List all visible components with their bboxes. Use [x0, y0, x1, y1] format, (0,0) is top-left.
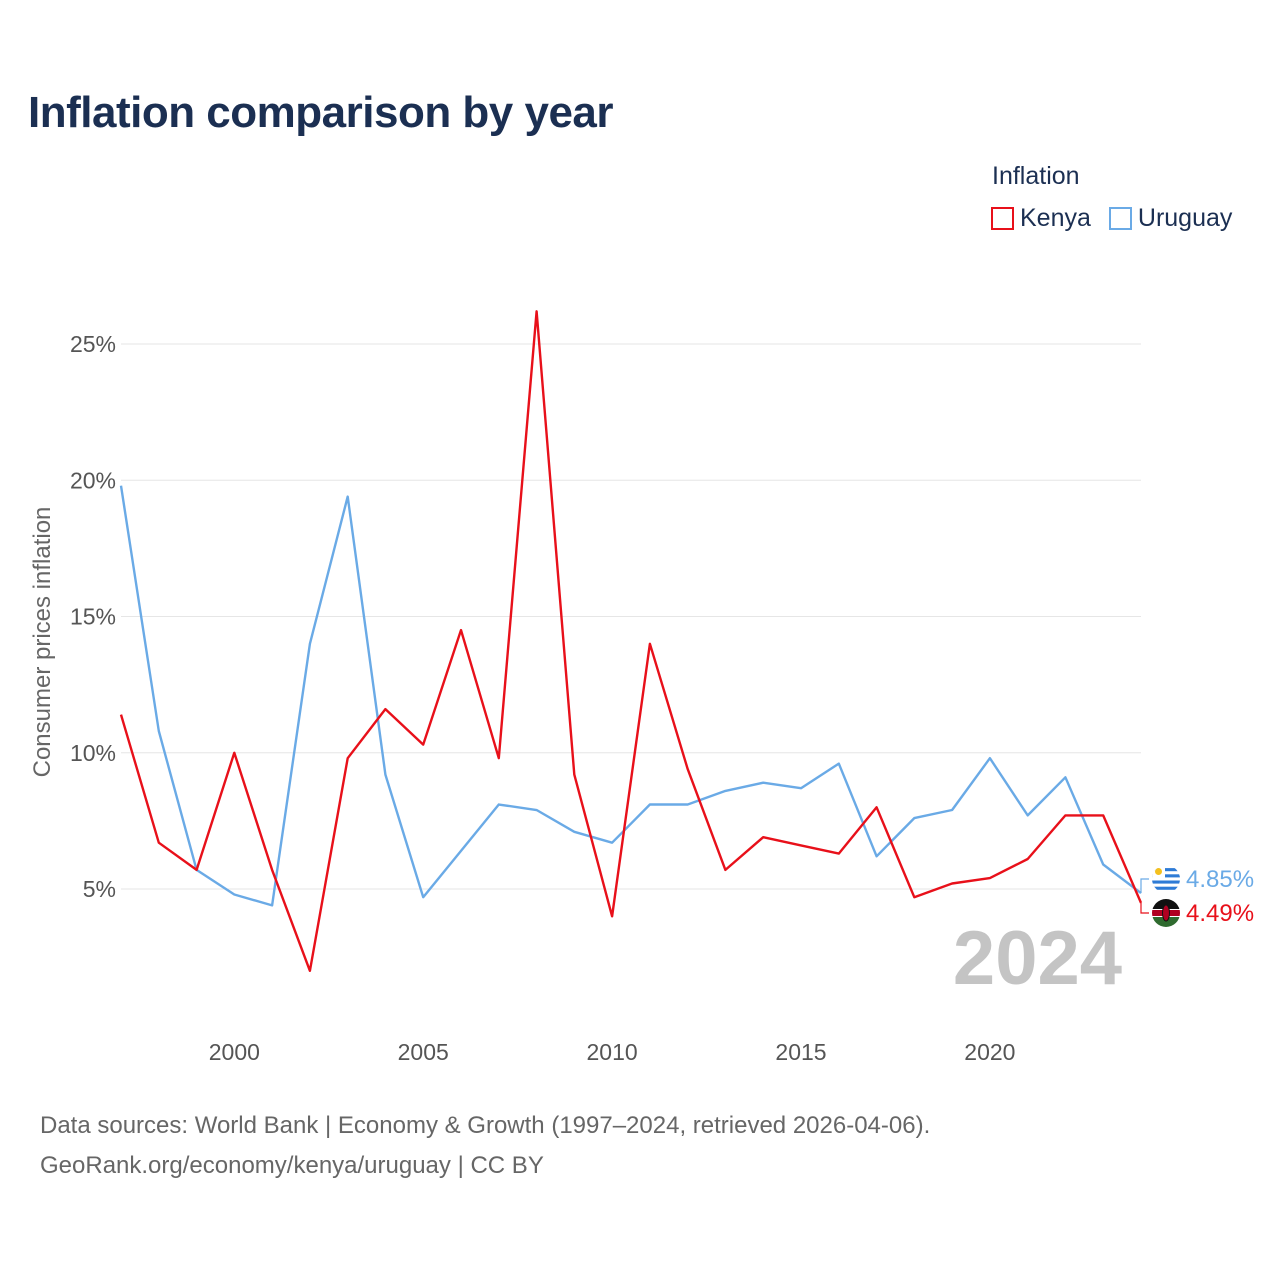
line-chart: 5% 10% 15% 20% 25% 2000 2005 2010 2015 2020 Cons…: [29, 310, 1254, 1065]
legend-swatch-kenya: [991, 207, 1014, 230]
y-tick-label: 5%: [83, 876, 116, 902]
x-tick-label: 2000: [209, 1039, 260, 1065]
end-label-uruguay: 4.85%: [1186, 866, 1254, 893]
source-link[interactable]: GeoRank.org/economy/kenya/uruguay | CC B…: [40, 1152, 544, 1179]
connector-uruguay: [1140, 878, 1149, 894]
end-labels: 4.85% 4.49%: [1140, 865, 1254, 927]
end-label-kenya: 4.49%: [1186, 900, 1254, 927]
legend: Kenya Uruguay: [991, 204, 1250, 233]
series-lines: [119, 310, 1143, 972]
x-tick-label: 2015: [775, 1039, 826, 1065]
legend-swatch-uruguay: [1108, 207, 1132, 230]
uruguay-flag-icon: [1152, 865, 1180, 893]
current-year-watermark: 2024: [953, 916, 1122, 1001]
chart-title: Inflation comparison by year: [28, 88, 614, 137]
x-tick-label: 2005: [398, 1039, 449, 1065]
data-sources-text: Data sources: World Bank | Economy & Gro…: [40, 1112, 931, 1139]
series-line-uruguay: [119, 485, 1142, 907]
legend-item-kenya[interactable]: Kenya: [991, 204, 1091, 233]
footer: Data sources: World Bank | Economy & Gro…: [40, 1106, 930, 1186]
x-tick-label: 2020: [964, 1039, 1015, 1065]
series-line-kenya: [119, 310, 1143, 972]
legend-label-uruguay: Uruguay: [1137, 204, 1233, 232]
legend-item-uruguay[interactable]: Uruguay: [1108, 204, 1233, 233]
y-axis-label: Consumer prices inflation: [29, 507, 56, 778]
connector-kenya: [1140, 902, 1149, 914]
y-axis-ticks: 5% 10% 15% 20% 25%: [70, 331, 116, 902]
y-tick-label: 10%: [70, 740, 116, 766]
x-tick-label: 2010: [587, 1039, 638, 1065]
legend-label-kenya: Kenya: [1020, 204, 1091, 232]
legend-title: Inflation: [992, 162, 1080, 190]
x-axis-ticks: 2000 2005 2010 2015 2020: [209, 1039, 1016, 1065]
gridlines: [121, 343, 1141, 890]
y-tick-label: 25%: [70, 331, 116, 357]
kenya-flag-icon: [1152, 899, 1180, 927]
y-tick-label: 15%: [70, 604, 116, 630]
y-tick-label: 20%: [70, 467, 116, 493]
